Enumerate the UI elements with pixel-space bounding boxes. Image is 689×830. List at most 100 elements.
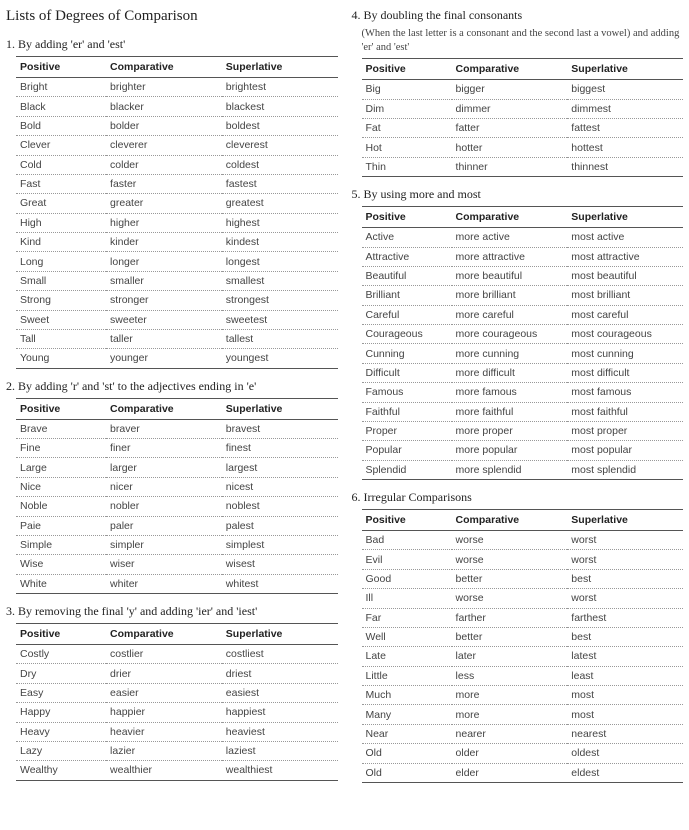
- cell-comparative: later: [452, 647, 568, 666]
- cell-superlative: whitest: [222, 574, 338, 593]
- cell-superlative: laziest: [222, 741, 338, 760]
- table-row: Noblenoblernoblest: [16, 497, 338, 516]
- table-row: Longlongerlongest: [16, 252, 338, 271]
- cell-positive: Much: [362, 686, 452, 705]
- cell-comparative: heavier: [106, 722, 222, 741]
- cell-comparative: finer: [106, 439, 222, 458]
- table-row: Boldbolderboldest: [16, 116, 338, 135]
- col-superlative: Superlative: [222, 398, 338, 419]
- cell-positive: Fine: [16, 439, 106, 458]
- cell-comparative: faster: [106, 174, 222, 193]
- cell-comparative: more: [452, 686, 568, 705]
- cell-superlative: noblest: [222, 497, 338, 516]
- cell-comparative: more faithful: [452, 402, 568, 421]
- table-row: Nicenicernicest: [16, 477, 338, 496]
- cell-superlative: most beautiful: [567, 266, 683, 285]
- cell-superlative: brightest: [222, 78, 338, 97]
- cell-positive: Brilliant: [362, 286, 452, 305]
- cell-superlative: bravest: [222, 419, 338, 438]
- cell-positive: Paie: [16, 516, 106, 535]
- cell-positive: Large: [16, 458, 106, 477]
- cell-comparative: colder: [106, 155, 222, 174]
- cell-comparative: more attractive: [452, 247, 568, 266]
- table-row: Carefulmore carefulmost careful: [362, 305, 684, 324]
- cell-positive: Easy: [16, 683, 106, 702]
- cell-comparative: more popular: [452, 441, 568, 460]
- cell-positive: Simple: [16, 535, 106, 554]
- cell-comparative: more difficult: [452, 363, 568, 382]
- col-positive: Positive: [362, 510, 452, 531]
- cell-comparative: less: [452, 666, 568, 685]
- table-row: Famousmore famousmost famous: [362, 383, 684, 402]
- col-comparative: Comparative: [106, 398, 222, 419]
- table-row: Strongstrongerstrongest: [16, 291, 338, 310]
- cell-comparative: drier: [106, 664, 222, 683]
- cell-comparative: better: [452, 627, 568, 646]
- cell-superlative: costliest: [222, 645, 338, 664]
- cell-superlative: finest: [222, 439, 338, 458]
- cell-superlative: latest: [567, 647, 683, 666]
- cell-comparative: wiser: [106, 555, 222, 574]
- cell-comparative: happier: [106, 703, 222, 722]
- cell-comparative: nearer: [452, 724, 568, 743]
- table-row: Activemore activemost active: [362, 228, 684, 247]
- cell-positive: Proper: [362, 421, 452, 440]
- cell-positive: Courageous: [362, 325, 452, 344]
- table-row: Popularmore popularmost popular: [362, 441, 684, 460]
- cell-superlative: most: [567, 686, 683, 705]
- col-positive: Positive: [16, 398, 106, 419]
- cell-superlative: nicest: [222, 477, 338, 496]
- cell-superlative: palest: [222, 516, 338, 535]
- table-row: Cunningmore cunningmost cunning: [362, 344, 684, 363]
- cell-positive: Well: [362, 627, 452, 646]
- col-superlative: Superlative: [222, 624, 338, 645]
- table-row: Oldeldereldest: [362, 763, 684, 782]
- cell-positive: Brave: [16, 419, 106, 438]
- cell-comparative: hotter: [452, 138, 568, 157]
- table-row: Wellbetterbest: [362, 627, 684, 646]
- table-row: Goodbetterbest: [362, 569, 684, 588]
- cell-comparative: greater: [106, 194, 222, 213]
- table-row: Highhigherhighest: [16, 213, 338, 232]
- cell-positive: Great: [16, 194, 106, 213]
- table-row: Courageousmore courageousmost courageous: [362, 325, 684, 344]
- cell-superlative: easiest: [222, 683, 338, 702]
- cell-comparative: kinder: [106, 233, 222, 252]
- cell-superlative: most difficult: [567, 363, 683, 382]
- section-1-title: 1. By adding 'er' and 'est': [6, 37, 338, 52]
- cell-comparative: more cunning: [452, 344, 568, 363]
- section-5-table: PositiveComparativeSuperlativeActivemore…: [362, 206, 684, 480]
- cell-comparative: taller: [106, 329, 222, 348]
- cell-comparative: bolder: [106, 116, 222, 135]
- cell-superlative: best: [567, 569, 683, 588]
- cell-superlative: fattest: [567, 119, 683, 138]
- table-row: Simplesimplersimplest: [16, 535, 338, 554]
- cell-superlative: highest: [222, 213, 338, 232]
- cell-positive: Tall: [16, 329, 106, 348]
- col-comparative: Comparative: [452, 510, 568, 531]
- cell-positive: Long: [16, 252, 106, 271]
- table-row: Kindkinderkindest: [16, 233, 338, 252]
- cell-superlative: blackest: [222, 97, 338, 116]
- cell-positive: Faithful: [362, 402, 452, 421]
- cell-comparative: bigger: [452, 80, 568, 99]
- table-row: Brilliantmore brilliantmost brilliant: [362, 286, 684, 305]
- table-row: Thinthinnerthinnest: [362, 157, 684, 176]
- cell-positive: High: [16, 213, 106, 232]
- section-2-table: PositiveComparativeSuperlative Brave brave…: [16, 398, 338, 594]
- cell-positive: Big: [362, 80, 452, 99]
- cell-positive: Wealthy: [16, 761, 106, 780]
- table-row: Latelaterlatest: [362, 647, 684, 666]
- table-row: Largelargerlargest: [16, 458, 338, 477]
- col-comparative: Comparative: [106, 57, 222, 78]
- cell-comparative: brighter: [106, 78, 222, 97]
- cell-superlative: most courageous: [567, 325, 683, 344]
- cell-superlative: youngest: [222, 349, 338, 368]
- table-row: Faithfulmore faithfulmost faithful: [362, 402, 684, 421]
- table-row: Muchmoremost: [362, 686, 684, 705]
- col-superlative: Superlative: [567, 207, 683, 228]
- col-positive: Positive: [362, 207, 452, 228]
- cell-positive: Thin: [362, 157, 452, 176]
- cell-positive: Evil: [362, 550, 452, 569]
- col-comparative: Comparative: [452, 59, 568, 80]
